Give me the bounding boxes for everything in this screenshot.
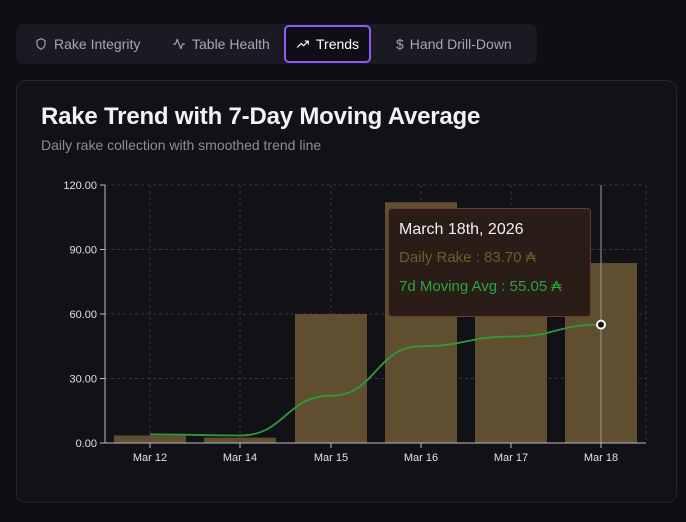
card-title: Rake Trend with 7-Day Moving Average xyxy=(41,103,481,130)
activity-icon xyxy=(173,38,185,50)
tab-trends[interactable]: Trends xyxy=(284,25,372,63)
moving-average-line xyxy=(149,323,602,437)
y-tick-label: 0.00 xyxy=(76,438,97,450)
trending-up-icon xyxy=(296,40,309,48)
dollar-icon: $ xyxy=(396,36,404,52)
x-tick-label: Mar 18 xyxy=(584,452,618,464)
y-tick-label: 120.00 xyxy=(63,180,97,192)
x-tick-label: Mar 17 xyxy=(494,452,528,464)
tab-bar: Rake Integrity Table Health Trends $ Han… xyxy=(16,24,537,64)
tab-label: Hand Drill-Down xyxy=(409,36,512,52)
moving-average-point xyxy=(596,319,606,330)
card-subtitle: Daily rake collection with smoothed tren… xyxy=(41,137,322,153)
x-tick-label: Mar 14 xyxy=(223,452,257,464)
shield-icon xyxy=(36,38,46,50)
bar[interactable] xyxy=(295,314,367,443)
tooltip-rake-row: Daily Rake : 83.70 ₳ xyxy=(399,249,536,266)
tooltip-rake-label: Daily Rake xyxy=(399,249,472,266)
x-tick-label: Mar 16 xyxy=(404,452,438,464)
y-tick-label: 60.00 xyxy=(69,309,97,321)
bar[interactable] xyxy=(204,437,276,443)
x-tick-label: Mar 12 xyxy=(133,452,167,464)
tab-label: Trends xyxy=(316,36,360,52)
tab-table-health[interactable]: Table Health xyxy=(162,28,280,60)
bar[interactable] xyxy=(114,435,186,443)
tab-label: Rake Integrity xyxy=(54,36,141,52)
tooltip-ma-label: 7d Moving Avg xyxy=(399,278,498,295)
tab-rake-integrity[interactable]: Rake Integrity xyxy=(24,28,150,60)
tooltip-ma-value: 55.05 ₳ xyxy=(509,278,562,295)
tab-hand-drill-down[interactable]: $ Hand Drill-Down xyxy=(386,28,522,60)
chart-tooltip: March 18th, 2026 Daily Rake : 83.70 ₳ 7d… xyxy=(388,208,591,317)
tab-label: Table Health xyxy=(192,36,270,52)
y-tick-label: 30.00 xyxy=(69,374,97,386)
tooltip-rake-value: 83.70 ₳ xyxy=(484,249,536,266)
x-tick-label: Mar 15 xyxy=(314,452,348,464)
y-tick-label: 90.00 xyxy=(69,245,97,257)
tooltip-date: March 18th, 2026 xyxy=(399,221,524,238)
tooltip-ma-row: 7d Moving Avg : 55.05 ₳ xyxy=(399,278,562,295)
